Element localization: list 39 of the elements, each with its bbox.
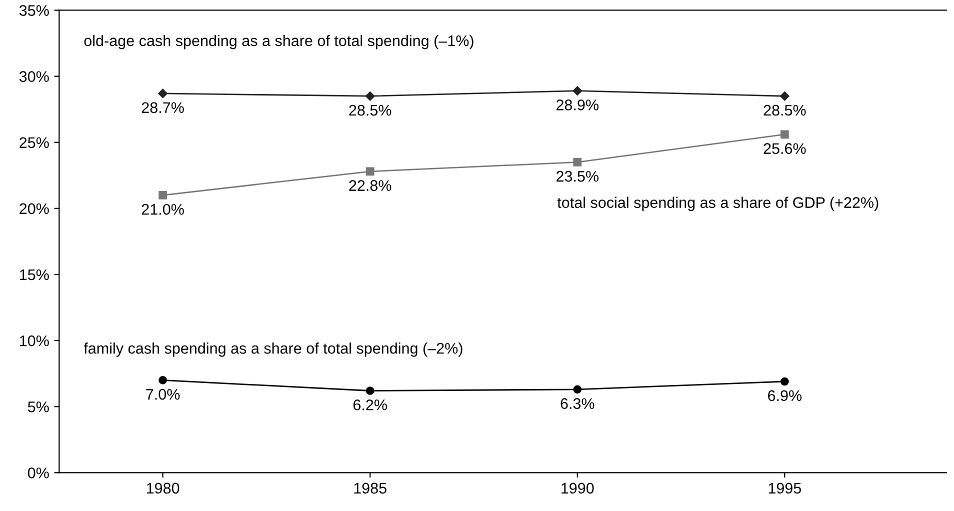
y-tick-label: 20% xyxy=(20,203,49,214)
text: old-age cash spending as a share of total spending (–1%) xyxy=(84,34,474,50)
point xyxy=(366,386,374,395)
text: 28.5% xyxy=(764,104,806,116)
y-tick-label: 30% xyxy=(19,71,49,82)
point xyxy=(366,167,374,176)
point xyxy=(573,385,582,394)
y-tick-label: 0% xyxy=(28,468,49,478)
point xyxy=(572,86,582,96)
text: 21.0% xyxy=(142,204,184,215)
x-tick-label: 1985 xyxy=(354,482,386,494)
text: 28.7% xyxy=(142,102,184,114)
y-tick-label: 35% xyxy=(19,5,49,16)
text: 6.3% xyxy=(560,398,594,409)
text: 25.6% xyxy=(764,143,806,154)
point xyxy=(158,88,168,98)
text: 7.0% xyxy=(146,388,180,400)
text: 23.5% xyxy=(556,170,598,182)
point xyxy=(573,158,582,166)
y-tick-label: 25% xyxy=(20,137,49,148)
point xyxy=(780,130,789,139)
y-tick-label: 5% xyxy=(28,402,49,412)
text: total social spending as a share of GDP (+22%) xyxy=(557,196,878,211)
text: 28.9% xyxy=(556,100,598,110)
text: 22.8% xyxy=(349,180,392,191)
x-tick-label: 1980 xyxy=(146,482,180,494)
text: family cash spending as a share of total spending (–2%) xyxy=(84,342,462,357)
text: 28.5% xyxy=(349,104,392,116)
text: 6.9% xyxy=(768,390,802,402)
x-tick-label: 1990 xyxy=(562,482,594,494)
point xyxy=(780,377,789,386)
point xyxy=(158,191,167,200)
y-tick-label: 15% xyxy=(20,269,49,280)
text: 6.2% xyxy=(353,399,387,410)
point xyxy=(365,91,375,101)
x-tick-label: 1995 xyxy=(768,482,802,494)
point xyxy=(780,91,790,101)
point xyxy=(158,376,167,384)
y-tick-label: 10% xyxy=(20,335,49,346)
